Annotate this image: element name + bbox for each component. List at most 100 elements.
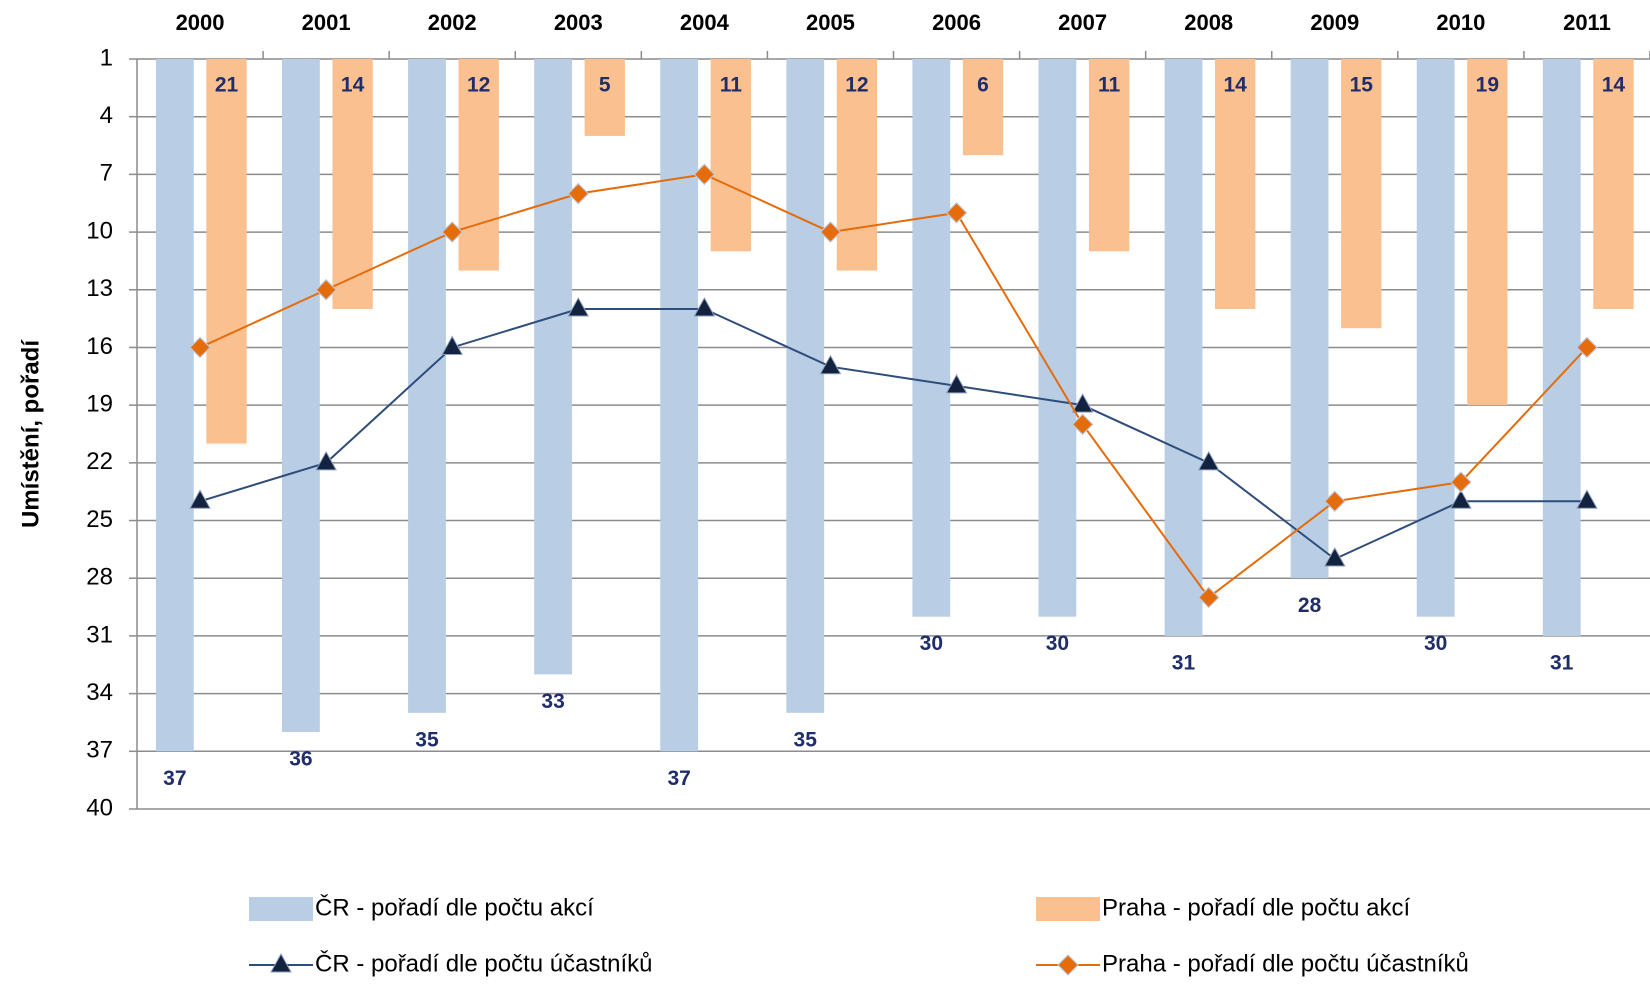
data-label: 36 [289, 748, 312, 771]
y-tick-label: 22 [86, 448, 113, 475]
y-tick-label: 31 [86, 621, 113, 648]
marker [945, 201, 968, 224]
y-tick-label: 10 [86, 217, 113, 244]
marker [441, 221, 464, 243]
x-tick-label: 2011 [1563, 10, 1611, 35]
y-tick-label: 1 [100, 44, 113, 71]
marker [1071, 393, 1094, 413]
bar [1416, 59, 1455, 617]
y-axis-label: Umístění, pořadí [17, 339, 44, 528]
x-tick-label: 2008 [1184, 10, 1233, 35]
marker [945, 373, 968, 394]
bar [1467, 59, 1508, 406]
marker [819, 354, 842, 375]
data-label: 21 [215, 74, 239, 97]
legend-label: ČR - pořadí dle počtu účastníků [315, 949, 653, 977]
data-label: 11 [720, 74, 743, 97]
data-label: 35 [415, 728, 439, 751]
bar [534, 59, 572, 675]
marker [1450, 471, 1472, 493]
x-tick-label: 2009 [1310, 10, 1359, 35]
bar [1164, 59, 1203, 636]
legend-swatch [1036, 897, 1100, 921]
data-label: 30 [920, 632, 943, 655]
bar [458, 59, 499, 271]
data-label: 6 [977, 74, 989, 97]
marker [693, 296, 716, 317]
legend-marker [1057, 954, 1079, 976]
marker [1323, 546, 1346, 567]
bar [1290, 59, 1329, 579]
marker [1071, 413, 1094, 436]
marker [189, 489, 211, 509]
marker [315, 450, 337, 471]
x-tick-label: 2003 [554, 10, 603, 35]
marker [441, 335, 464, 355]
marker [1576, 336, 1598, 359]
x-tick-label: 2004 [680, 10, 730, 35]
y-tick-label: 16 [86, 333, 113, 360]
line [199, 308, 1587, 561]
bar [281, 59, 320, 733]
x-tick-label: 2006 [932, 10, 981, 35]
x-tick-label: 2005 [806, 10, 855, 35]
data-label: 12 [845, 74, 868, 97]
line [199, 173, 1588, 599]
data-label: 37 [163, 767, 186, 790]
bar [660, 59, 699, 752]
data-label: 11 [1098, 74, 1121, 97]
y-tick-label: 7 [100, 160, 113, 187]
bar [1593, 59, 1634, 309]
marker [1323, 490, 1346, 513]
data-label: 30 [1424, 632, 1447, 655]
bar [206, 59, 247, 444]
x-tick-label: 2010 [1436, 10, 1485, 35]
data-label: 5 [599, 74, 611, 97]
marker [819, 221, 842, 243]
marker [693, 163, 716, 186]
bar [710, 59, 752, 252]
data-label: 33 [541, 690, 564, 713]
marker [189, 336, 211, 359]
bar [584, 59, 625, 136]
marker [1450, 489, 1472, 509]
bar [1542, 59, 1581, 636]
data-label: 30 [1046, 632, 1069, 655]
marker [1197, 586, 1220, 609]
legend-label: ČR - pořadí dle počtu akcí [315, 893, 594, 921]
bar [912, 59, 951, 617]
bar [962, 59, 1004, 156]
data-label: 14 [341, 74, 365, 97]
legend-swatch [249, 897, 313, 921]
marker [1197, 450, 1220, 471]
y-tick-label: 37 [86, 737, 113, 764]
data-label: 28 [1298, 594, 1322, 617]
data-label: 12 [467, 74, 490, 97]
bar [786, 59, 825, 713]
bar [1088, 59, 1130, 252]
marker [315, 278, 337, 301]
bar [332, 59, 373, 309]
data-label: 14 [1602, 74, 1626, 97]
data-label: 14 [1224, 74, 1248, 97]
data-label: 31 [1550, 651, 1574, 674]
y-tick-label: 34 [86, 679, 113, 706]
y-tick-label: 19 [86, 390, 113, 417]
data-label: 15 [1350, 74, 1374, 97]
bar [836, 59, 878, 271]
legend-label: Praha - pořadí dle počtu akcí [1102, 894, 1411, 921]
marker [567, 182, 590, 205]
x-tick-label: 2000 [176, 10, 225, 35]
legend-marker [270, 952, 292, 973]
bar [1215, 59, 1256, 309]
y-tick-label: 4 [100, 102, 113, 129]
bar [408, 59, 446, 713]
data-label: 19 [1476, 74, 1499, 97]
marker [567, 296, 590, 317]
y-tick-label: 28 [86, 564, 113, 591]
y-tick-label: 40 [86, 794, 113, 821]
bar [1341, 59, 1382, 329]
legend-label: Praha - pořadí dle počtu účastníků [1102, 950, 1469, 977]
x-tick-label: 2002 [428, 10, 477, 35]
